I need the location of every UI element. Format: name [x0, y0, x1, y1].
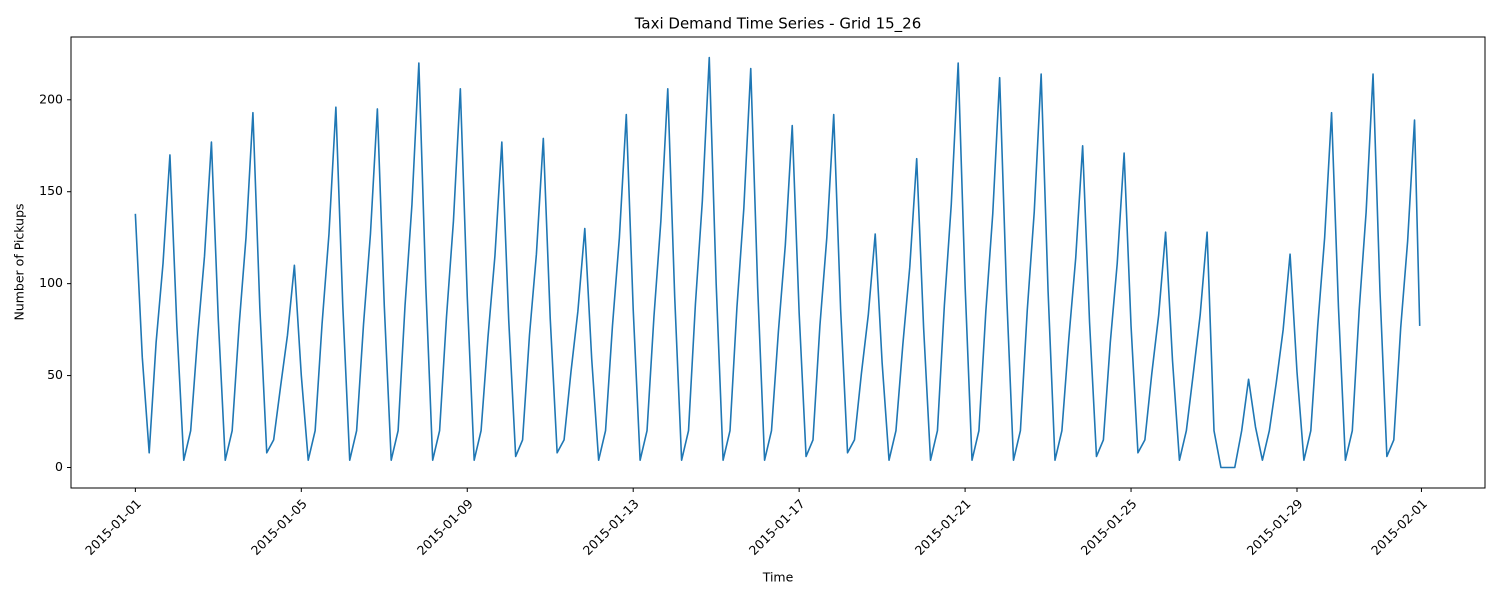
y-tick-label: 100 — [39, 275, 63, 290]
y-tick-label: 200 — [39, 91, 63, 106]
chart-title: Taxi Demand Time Series - Grid 15_26 — [634, 15, 922, 34]
y-axis-label: Number of Pickups — [12, 203, 27, 320]
axes-frame — [70, 36, 1486, 489]
x-axis-label: Time — [762, 570, 794, 585]
y-tick-label: 50 — [47, 367, 63, 382]
data-line — [134, 56, 1421, 469]
y-tick-label: 150 — [39, 183, 63, 198]
y-tick-label: 0 — [55, 459, 63, 474]
